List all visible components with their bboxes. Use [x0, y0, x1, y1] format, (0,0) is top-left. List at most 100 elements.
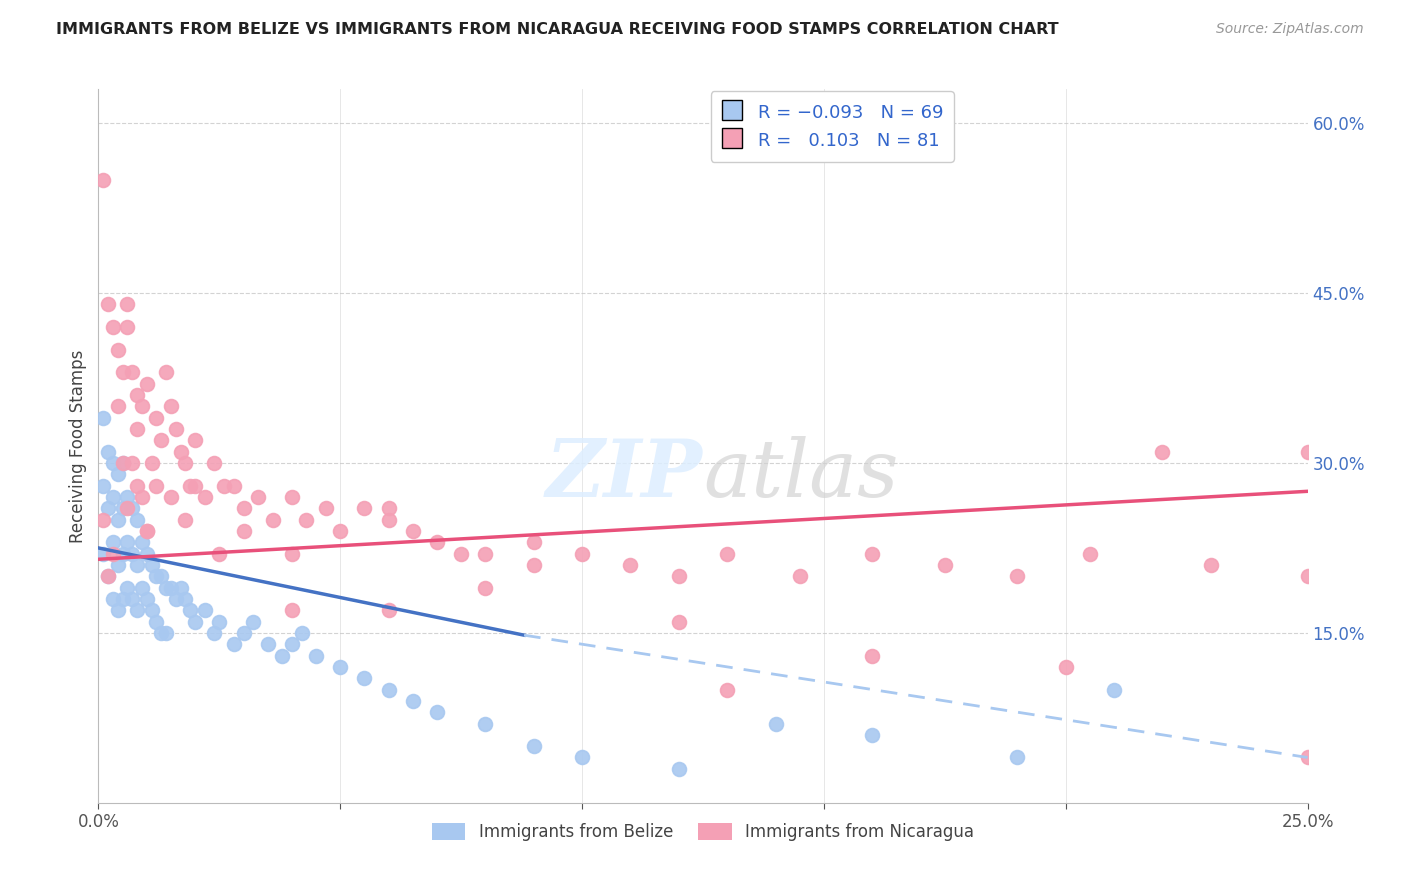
- Point: [860, 547, 883, 561]
- Point: [222, 478, 245, 492]
- Point: [174, 513, 197, 527]
- Point: [111, 501, 134, 516]
- Point: [127, 388, 149, 402]
- Point: [1078, 547, 1101, 561]
- Point: [141, 558, 163, 572]
- Point: [107, 400, 129, 414]
- Point: [194, 490, 217, 504]
- Point: [377, 501, 399, 516]
- Point: [184, 434, 207, 448]
- Point: [97, 444, 120, 458]
- Point: [160, 400, 183, 414]
- Point: [1007, 569, 1029, 583]
- Point: [135, 547, 157, 561]
- Point: [127, 478, 149, 492]
- Point: [329, 660, 352, 674]
- Point: [295, 513, 318, 527]
- Point: [145, 410, 167, 425]
- Point: [127, 422, 149, 436]
- Point: [860, 728, 883, 742]
- Point: [204, 456, 226, 470]
- Point: [450, 547, 472, 561]
- Point: [377, 603, 399, 617]
- Point: [169, 581, 191, 595]
- Point: [155, 581, 177, 595]
- Point: [619, 558, 641, 572]
- Point: [377, 513, 399, 527]
- Point: [1296, 569, 1319, 583]
- Point: [179, 603, 201, 617]
- Point: [204, 626, 226, 640]
- Point: [165, 422, 187, 436]
- Point: [155, 626, 177, 640]
- Point: [111, 456, 134, 470]
- Y-axis label: Receiving Food Stamps: Receiving Food Stamps: [69, 350, 87, 542]
- Point: [101, 456, 124, 470]
- Point: [1152, 444, 1174, 458]
- Point: [97, 501, 120, 516]
- Point: [107, 513, 129, 527]
- Point: [262, 513, 284, 527]
- Text: IMMIGRANTS FROM BELIZE VS IMMIGRANTS FROM NICARAGUA RECEIVING FOOD STAMPS CORREL: IMMIGRANTS FROM BELIZE VS IMMIGRANTS FRO…: [56, 22, 1059, 37]
- Point: [160, 581, 183, 595]
- Point: [117, 501, 139, 516]
- Point: [222, 637, 245, 651]
- Point: [111, 547, 134, 561]
- Point: [117, 297, 139, 311]
- Point: [1007, 750, 1029, 764]
- Point: [474, 547, 496, 561]
- Point: [117, 490, 139, 504]
- Point: [111, 456, 134, 470]
- Point: [716, 547, 738, 561]
- Point: [121, 591, 143, 606]
- Point: [150, 434, 173, 448]
- Point: [141, 603, 163, 617]
- Point: [668, 569, 690, 583]
- Text: ZIP: ZIP: [546, 436, 703, 513]
- Point: [101, 591, 124, 606]
- Point: [107, 603, 129, 617]
- Point: [111, 591, 134, 606]
- Point: [353, 501, 375, 516]
- Point: [107, 467, 129, 482]
- Point: [247, 490, 270, 504]
- Point: [184, 478, 207, 492]
- Point: [101, 320, 124, 334]
- Point: [150, 626, 173, 640]
- Point: [97, 297, 120, 311]
- Point: [668, 762, 690, 776]
- Point: [145, 615, 167, 629]
- Point: [141, 456, 163, 470]
- Point: [305, 648, 328, 663]
- Point: [145, 569, 167, 583]
- Point: [101, 547, 124, 561]
- Point: [111, 365, 134, 379]
- Point: [131, 400, 153, 414]
- Point: [208, 615, 231, 629]
- Point: [91, 478, 114, 492]
- Point: [1102, 682, 1125, 697]
- Point: [402, 524, 425, 538]
- Point: [208, 547, 231, 561]
- Point: [107, 558, 129, 572]
- Point: [523, 535, 546, 549]
- Point: [135, 524, 157, 538]
- Point: [155, 365, 177, 379]
- Point: [165, 591, 187, 606]
- Point: [377, 682, 399, 697]
- Point: [91, 173, 114, 187]
- Point: [353, 671, 375, 685]
- Point: [127, 603, 149, 617]
- Point: [1296, 444, 1319, 458]
- Text: Source: ZipAtlas.com: Source: ZipAtlas.com: [1216, 22, 1364, 37]
- Point: [256, 637, 278, 651]
- Point: [135, 376, 157, 391]
- Point: [523, 558, 546, 572]
- Point: [271, 648, 294, 663]
- Point: [160, 490, 183, 504]
- Point: [101, 535, 124, 549]
- Point: [101, 490, 124, 504]
- Point: [290, 626, 312, 640]
- Point: [474, 716, 496, 731]
- Point: [329, 524, 352, 538]
